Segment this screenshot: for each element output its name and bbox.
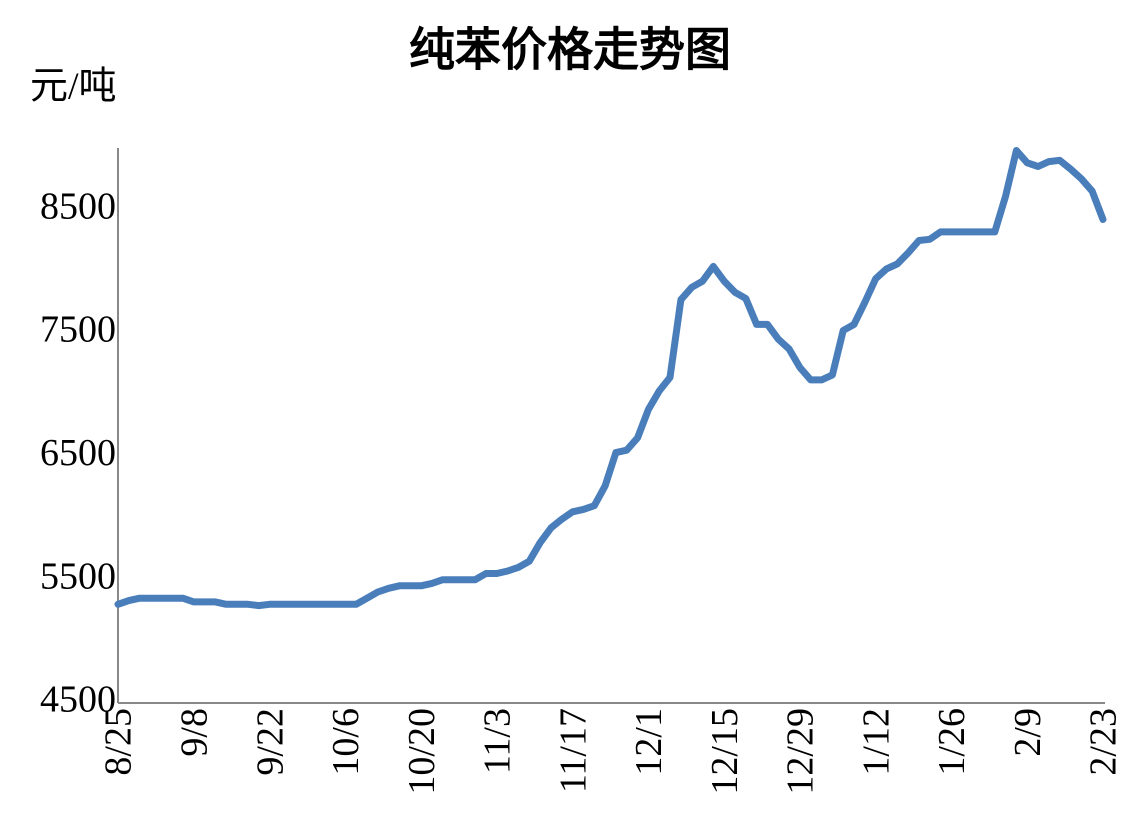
- price-line: [114, 147, 1107, 610]
- chart-title: 纯苯价格走势图: [409, 25, 731, 76]
- y-tick-label: 5500: [40, 555, 116, 597]
- x-tick-label: 12/15: [704, 708, 746, 795]
- x-tick-label: 11/3: [477, 708, 519, 774]
- y-tick-label: 4500: [40, 679, 116, 721]
- y-tick-label: 7500: [40, 309, 116, 351]
- y-axis-label: 元/吨: [30, 66, 117, 108]
- x-tick-label: 8/25: [98, 708, 140, 776]
- x-tick-label: 9/8: [173, 708, 215, 757]
- x-tick-label: 11/17: [552, 708, 594, 793]
- x-tick-label: 1/12: [855, 708, 897, 776]
- x-tick-label: 12/29: [780, 708, 822, 795]
- x-tick-label: 10/20: [401, 708, 443, 795]
- y-tick-label: 6500: [40, 432, 116, 474]
- x-tick-label: 12/1: [628, 708, 670, 776]
- x-tick-label: 2/23: [1083, 708, 1125, 776]
- x-tick-label: 9/22: [249, 708, 291, 776]
- x-tick-label: 1/26: [931, 708, 973, 776]
- y-tick-label: 8500: [40, 185, 116, 227]
- x-tick-label: 10/6: [325, 708, 367, 776]
- x-tick-label: 2/9: [1007, 708, 1049, 757]
